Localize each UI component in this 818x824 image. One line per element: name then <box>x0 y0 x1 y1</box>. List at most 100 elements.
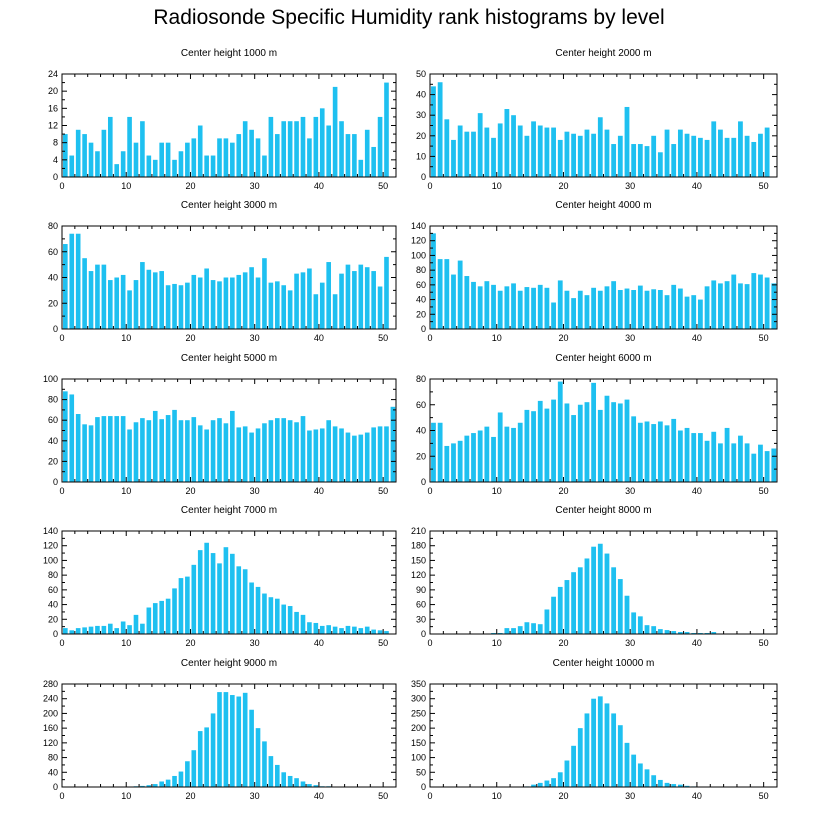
histogram-bar <box>281 418 287 482</box>
histogram-bar <box>731 137 737 177</box>
histogram-bar <box>677 288 683 329</box>
histogram-bar <box>197 550 203 634</box>
histogram-bar <box>319 282 325 329</box>
histogram-bar <box>584 558 590 634</box>
panel-4: Center height 4000 m 0 10 20 30 40 50 0 20 40 60 80… <box>411 200 778 343</box>
y-tick-label: 20 <box>416 451 426 461</box>
histogram-bar <box>597 290 603 329</box>
histogram-bar <box>738 435 743 482</box>
histogram-bar <box>69 630 75 634</box>
histogram-bar <box>364 129 370 177</box>
x-tick-label: 10 <box>492 333 502 343</box>
histogram-bar <box>644 146 650 177</box>
x-tick-label: 20 <box>185 333 195 343</box>
histogram-bar <box>223 277 229 329</box>
histogram-bar <box>197 125 203 177</box>
histogram-bar <box>664 425 670 482</box>
histogram-bar <box>457 125 463 177</box>
y-tick-label: 20 <box>416 309 426 319</box>
histogram-bar <box>127 625 132 634</box>
x-tick-label: 30 <box>250 791 260 801</box>
histogram-bar <box>371 427 376 482</box>
histogram-bar <box>172 588 177 634</box>
histogram-bar <box>300 614 306 634</box>
histogram-bar <box>724 137 730 177</box>
histogram-bar <box>531 121 536 177</box>
y-tick-label: 60 <box>48 585 58 595</box>
x-tick-label: 20 <box>558 181 568 191</box>
x-tick-label: 20 <box>558 638 568 648</box>
histogram-bar <box>551 302 556 329</box>
x-tick-label: 0 <box>59 638 64 648</box>
x-tick-label: 10 <box>121 181 131 191</box>
histogram-bar <box>281 772 287 787</box>
histogram-bar <box>384 256 389 329</box>
histogram-bar <box>75 414 81 482</box>
histogram-bar <box>332 86 338 178</box>
histogram-bar <box>444 259 450 329</box>
histogram-bar <box>114 628 120 634</box>
histogram-bar <box>127 429 132 482</box>
y-tick-label: 40 <box>48 436 58 446</box>
histogram-bar <box>339 121 344 177</box>
histogram-bar <box>504 286 510 329</box>
x-tick-label: 40 <box>314 181 324 191</box>
histogram-bar <box>711 121 717 177</box>
histogram-bar <box>332 426 338 482</box>
histogram-bar <box>557 381 563 482</box>
histogram-bar <box>185 420 190 482</box>
histogram-bar <box>577 290 583 329</box>
histogram-bar <box>544 127 550 177</box>
histogram-bar <box>63 244 68 329</box>
histogram-bar <box>255 728 261 787</box>
histogram-bar <box>751 453 757 482</box>
histogram-bar <box>591 133 597 177</box>
histogram-bar <box>597 543 603 634</box>
y-tick-label: 0 <box>53 782 58 792</box>
histogram-bar <box>537 400 543 482</box>
histogram-bar <box>677 430 683 482</box>
histogram-bar <box>758 133 763 177</box>
histogram-bar <box>564 290 570 329</box>
panel-2: Center height 2000 m 0 10 20 30 40 50 0 10 20 30 40… <box>416 48 778 191</box>
y-tick-label: 0 <box>53 477 58 487</box>
panel-6: Center height 6000 m 0 10 20 30 40 50 0 20 40 60 80 <box>416 353 778 496</box>
y-tick-label: 240 <box>43 694 58 704</box>
histogram-bar <box>537 284 543 329</box>
histogram-bar <box>551 596 556 634</box>
y-tick-label: 60 <box>416 400 426 410</box>
histogram-bar <box>497 290 503 329</box>
histogram-bar <box>262 423 267 482</box>
histogram-bar <box>504 426 510 482</box>
histogram-bar <box>511 115 516 177</box>
panel-7: Center height 7000 m 0 10 20 30 40 50 0 20 40 60 80… <box>43 505 397 648</box>
histogram-bar <box>159 600 164 634</box>
histogram-bar <box>326 262 331 329</box>
histogram-bar <box>326 420 331 482</box>
x-tick-label: 0 <box>59 181 64 191</box>
histogram-bar <box>114 416 120 482</box>
histogram-bar <box>165 779 171 787</box>
y-tick-label: 210 <box>411 526 426 536</box>
histogram-bar <box>268 597 274 634</box>
histogram-bar <box>471 433 476 482</box>
histogram-bar <box>697 433 703 482</box>
histogram-bar <box>657 290 663 329</box>
histogram-bar <box>69 394 75 482</box>
histogram-bar <box>140 262 145 329</box>
histogram-bar <box>537 125 543 177</box>
histogram-bar <box>377 286 383 329</box>
histogram-bar <box>230 553 235 634</box>
histogram-bar <box>262 741 267 787</box>
histogram-bar <box>751 141 757 177</box>
histogram-bar <box>437 422 443 482</box>
histogram-bar <box>191 564 197 634</box>
y-tick-label: 200 <box>43 708 58 718</box>
histogram-bar <box>591 698 597 787</box>
plot-frame <box>61 530 397 635</box>
y-tick-label: 60 <box>48 247 58 257</box>
histogram-bar <box>431 233 436 329</box>
x-tick-label: 30 <box>625 181 635 191</box>
histogram-bar <box>133 614 139 634</box>
